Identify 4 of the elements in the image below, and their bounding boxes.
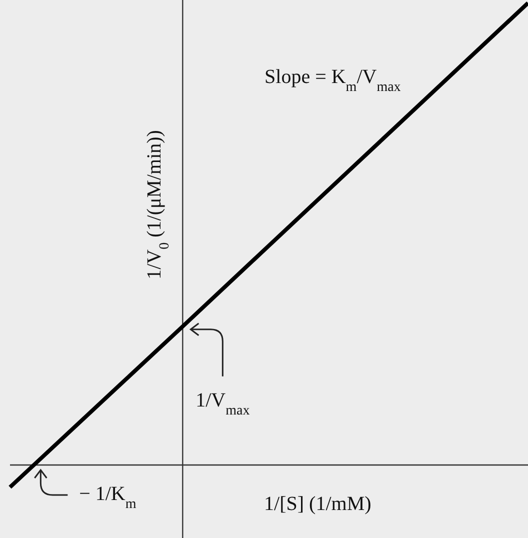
annotation: 1/V$_{max}$ bbox=[196, 389, 250, 418]
annotation: Slope = K$_{m}$/V$_{max}$ bbox=[264, 66, 401, 95]
x-axis-title: 1/[S] (1/mM) bbox=[264, 493, 372, 516]
annotation: − 1/K$_{m}$ bbox=[79, 483, 136, 512]
